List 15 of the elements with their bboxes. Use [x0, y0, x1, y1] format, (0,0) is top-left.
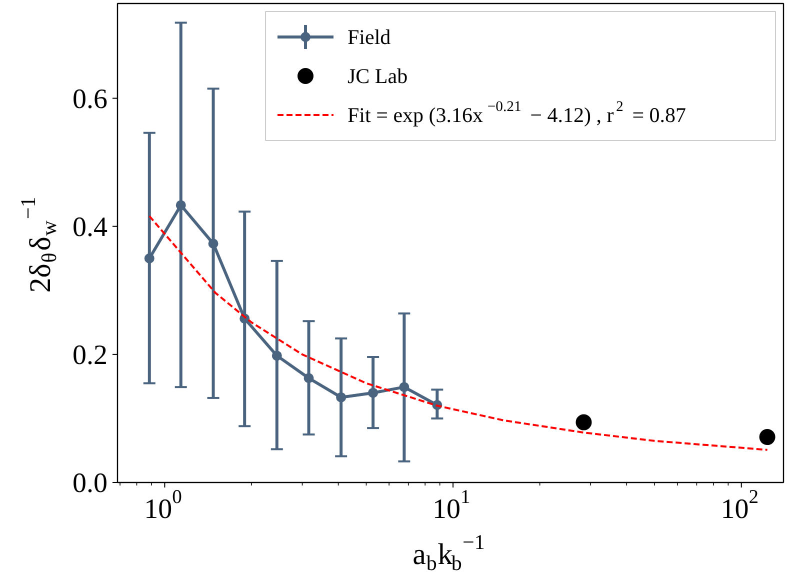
- point: [176, 200, 186, 210]
- point: [208, 238, 218, 249]
- point: [336, 392, 346, 402]
- y-tick-label: 0.2: [72, 340, 108, 371]
- legend-label: Field: [348, 25, 392, 49]
- point: [304, 373, 314, 384]
- point: [272, 350, 282, 361]
- y-axis-title: 2δθδw−1: [16, 196, 61, 293]
- point: [368, 388, 378, 398]
- y-tick-label: 0.6: [72, 84, 108, 115]
- legend-label: JC Lab: [348, 64, 408, 88]
- y-tick-label: 0.0: [72, 468, 108, 499]
- point: [399, 382, 410, 392]
- y-tick-label: 0.4: [72, 212, 108, 243]
- point: [144, 253, 154, 264]
